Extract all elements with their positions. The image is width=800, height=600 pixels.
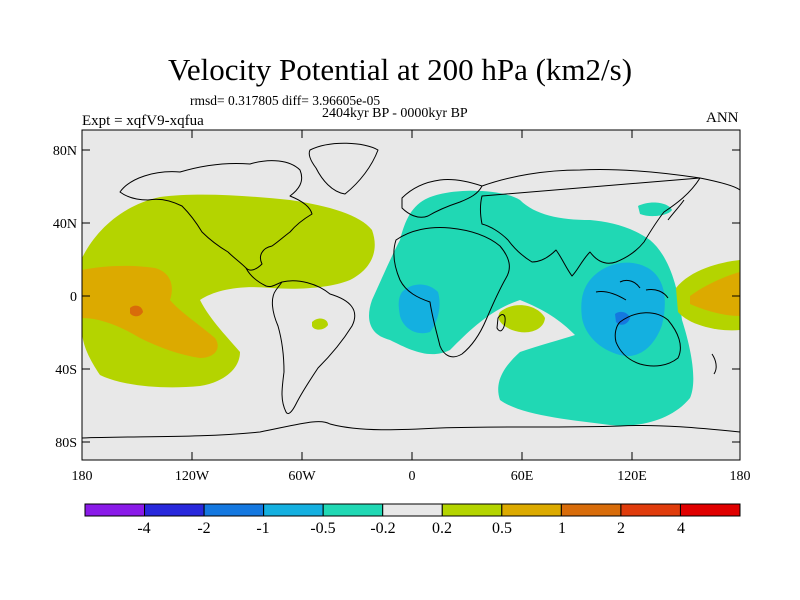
coastline-europe xyxy=(401,179,483,218)
coastlines xyxy=(82,142,740,439)
coastline-central-america xyxy=(245,267,283,287)
colorbar-box xyxy=(84,503,146,517)
map-title: Velocity Potential at 200 hPa (km2/s) xyxy=(167,52,633,87)
contour-pos-0.2-small xyxy=(498,305,545,333)
colorbar-label: 4 xyxy=(677,520,685,537)
lon-label: 180 xyxy=(72,469,93,484)
lat-labels: 80N 40N 0 40S 80S xyxy=(53,144,77,451)
map-panel: 80N 40N 0 40S 80S 180 120W 60W 0 60E 120… xyxy=(53,129,751,484)
lat-label: 80N xyxy=(53,144,77,159)
colorbar-box xyxy=(322,503,384,517)
lon-labels: 180 120W 60W 0 60E 120E 180 xyxy=(72,469,751,484)
colorbar-box xyxy=(144,503,205,517)
contour-pos-0.5-east xyxy=(690,272,740,316)
colorbar-box xyxy=(203,503,265,517)
colorbar-label: 2 xyxy=(617,520,625,537)
coastline-japan xyxy=(667,199,685,221)
lat-label: 0 xyxy=(70,290,77,305)
contour-pos-1 xyxy=(130,305,143,317)
colorbar-box xyxy=(441,503,503,517)
colorbar-label: -0.5 xyxy=(310,520,335,537)
lon-label: 0 xyxy=(409,469,416,484)
colorbar-box xyxy=(501,503,562,517)
axis-ticks xyxy=(81,130,741,460)
coastline-greenland xyxy=(308,142,379,195)
lat-label: 80S xyxy=(55,436,77,451)
colorbar-label: -0.2 xyxy=(370,520,395,537)
coastline-indonesia xyxy=(595,279,669,301)
colorbar-label: -4 xyxy=(137,520,150,537)
lon-label: 120E xyxy=(617,469,647,484)
colorbar-label: 0.2 xyxy=(432,520,452,537)
map-frame xyxy=(81,129,741,461)
experiment-label: Expt = xqfV9-xqfua xyxy=(82,113,204,129)
contour-neg-0.2 xyxy=(369,190,694,426)
colorbar-boxes xyxy=(84,503,741,517)
stats-text: rmsd= 0.317805 diff= 3.96605e-05 xyxy=(190,93,381,108)
lon-label: 120W xyxy=(175,469,210,484)
lon-label: 180 xyxy=(730,469,751,484)
lat-label: 40N xyxy=(53,217,77,232)
period-text: 2404kyr BP - 0000kyr BP xyxy=(322,106,468,121)
colorbar-box xyxy=(263,503,324,517)
lon-label: 60E xyxy=(511,469,534,484)
coastline-new-zealand xyxy=(711,353,717,375)
contour-pos-0.5-pacific xyxy=(82,265,218,358)
contour-pos-0.2-spot xyxy=(312,318,328,330)
coastline-north-america xyxy=(119,160,313,271)
colorbar-label: -2 xyxy=(197,520,210,537)
colorbar-box xyxy=(620,503,681,517)
coastline-africa xyxy=(393,227,510,358)
contour-neg-1 xyxy=(615,311,630,325)
colorbar-labels: -4 -2 -1 -0.5 -0.2 0.2 0.5 1 2 4 xyxy=(137,520,685,537)
colorbar-label: 0.5 xyxy=(492,520,512,537)
colorbar-label: 1 xyxy=(558,520,566,537)
contour-neg-0.5-maritime xyxy=(581,262,665,356)
lat-label: 40S xyxy=(55,363,77,378)
coastline-antarctica xyxy=(82,421,740,439)
season-label: ANN xyxy=(706,110,739,126)
colorbar-label: -1 xyxy=(256,520,269,537)
colorbar-box xyxy=(560,503,622,517)
colorbar-box xyxy=(382,503,443,517)
coastline-asia xyxy=(480,168,740,277)
coastline-south-america xyxy=(271,280,356,415)
coastline-madagascar xyxy=(496,314,506,332)
colorbar: -4 -2 -1 -0.5 -0.2 0.2 0.5 1 2 4 xyxy=(84,503,741,537)
coastline-australia xyxy=(614,312,681,367)
contour-neg-0.5-africa xyxy=(398,284,440,334)
colorbar-box xyxy=(679,503,741,517)
lon-label: 60W xyxy=(288,469,316,484)
